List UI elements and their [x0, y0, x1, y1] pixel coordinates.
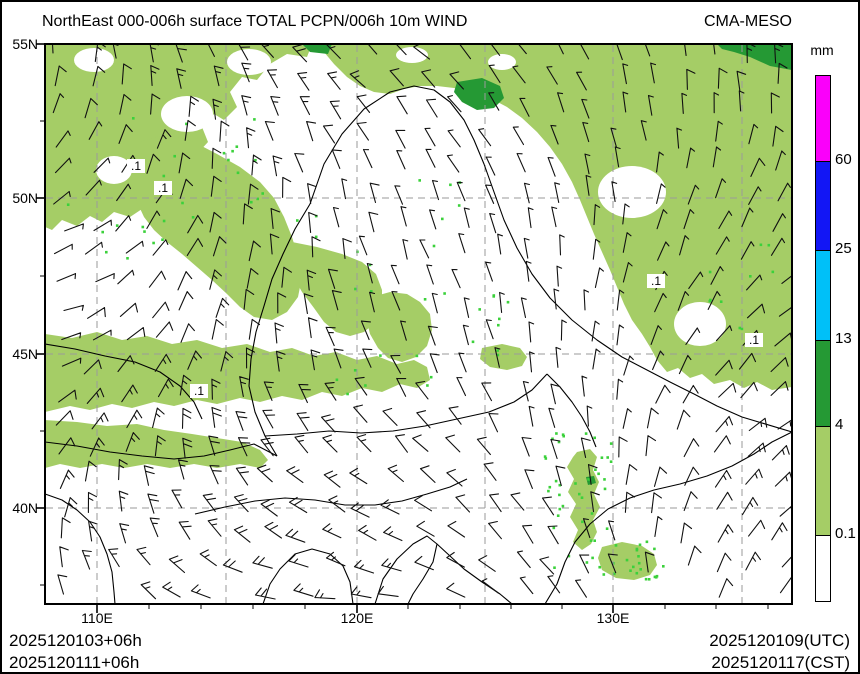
footer-init-time-utc: 2025120103+06h — [9, 631, 142, 650]
lon-tick-label: 130E — [596, 610, 630, 626]
colorbar-segment — [816, 250, 830, 340]
colorbar — [815, 75, 831, 602]
colorbar-unit-label: mm — [810, 42, 834, 58]
lat-tick-label: 45N — [12, 346, 38, 362]
contour-label: .1 — [749, 333, 759, 347]
footer-init-time-cst: 2025120111+06h — [9, 653, 140, 672]
colorbar-tick-label: 0.1 — [835, 525, 856, 542]
lat-tick-label: 50N — [12, 190, 38, 206]
colorbar-tick-label: 4 — [835, 416, 844, 433]
footer-valid-time-utc: 2025120109(UTC) — [709, 631, 850, 650]
contour-label: .1 — [651, 274, 661, 288]
colorbar-segment — [816, 535, 830, 601]
contour-label: .1 — [158, 181, 168, 195]
lat-tick-label: 55N — [12, 36, 38, 52]
wind-barbs — [52, 45, 791, 600]
map-layers: .1 .1 .1 .1 .1 — [46, 45, 791, 603]
colorbar-tick-label: 13 — [835, 330, 852, 347]
colorbar-segment — [816, 161, 830, 250]
figure-title: NorthEast 000-006h surface TOTAL PCPN/00… — [42, 13, 468, 30]
colorbar-segment — [816, 426, 830, 535]
colorbar-segment — [816, 340, 830, 426]
colorbar-tick-label: 60 — [835, 151, 852, 168]
lon-tick-label: 120E — [340, 610, 374, 626]
colorbar-segment — [816, 76, 830, 161]
contour-label: .1 — [131, 159, 141, 173]
lon-tick-label: 110E — [81, 610, 113, 626]
footer-valid-time-cst: 2025120117(CST) — [711, 653, 850, 672]
lat-tick-label: 40N — [12, 500, 38, 516]
colorbar-tick-label: 25 — [835, 240, 852, 257]
contour-label: .1 — [194, 384, 204, 398]
model-name: CMA-MESO — [704, 13, 792, 30]
